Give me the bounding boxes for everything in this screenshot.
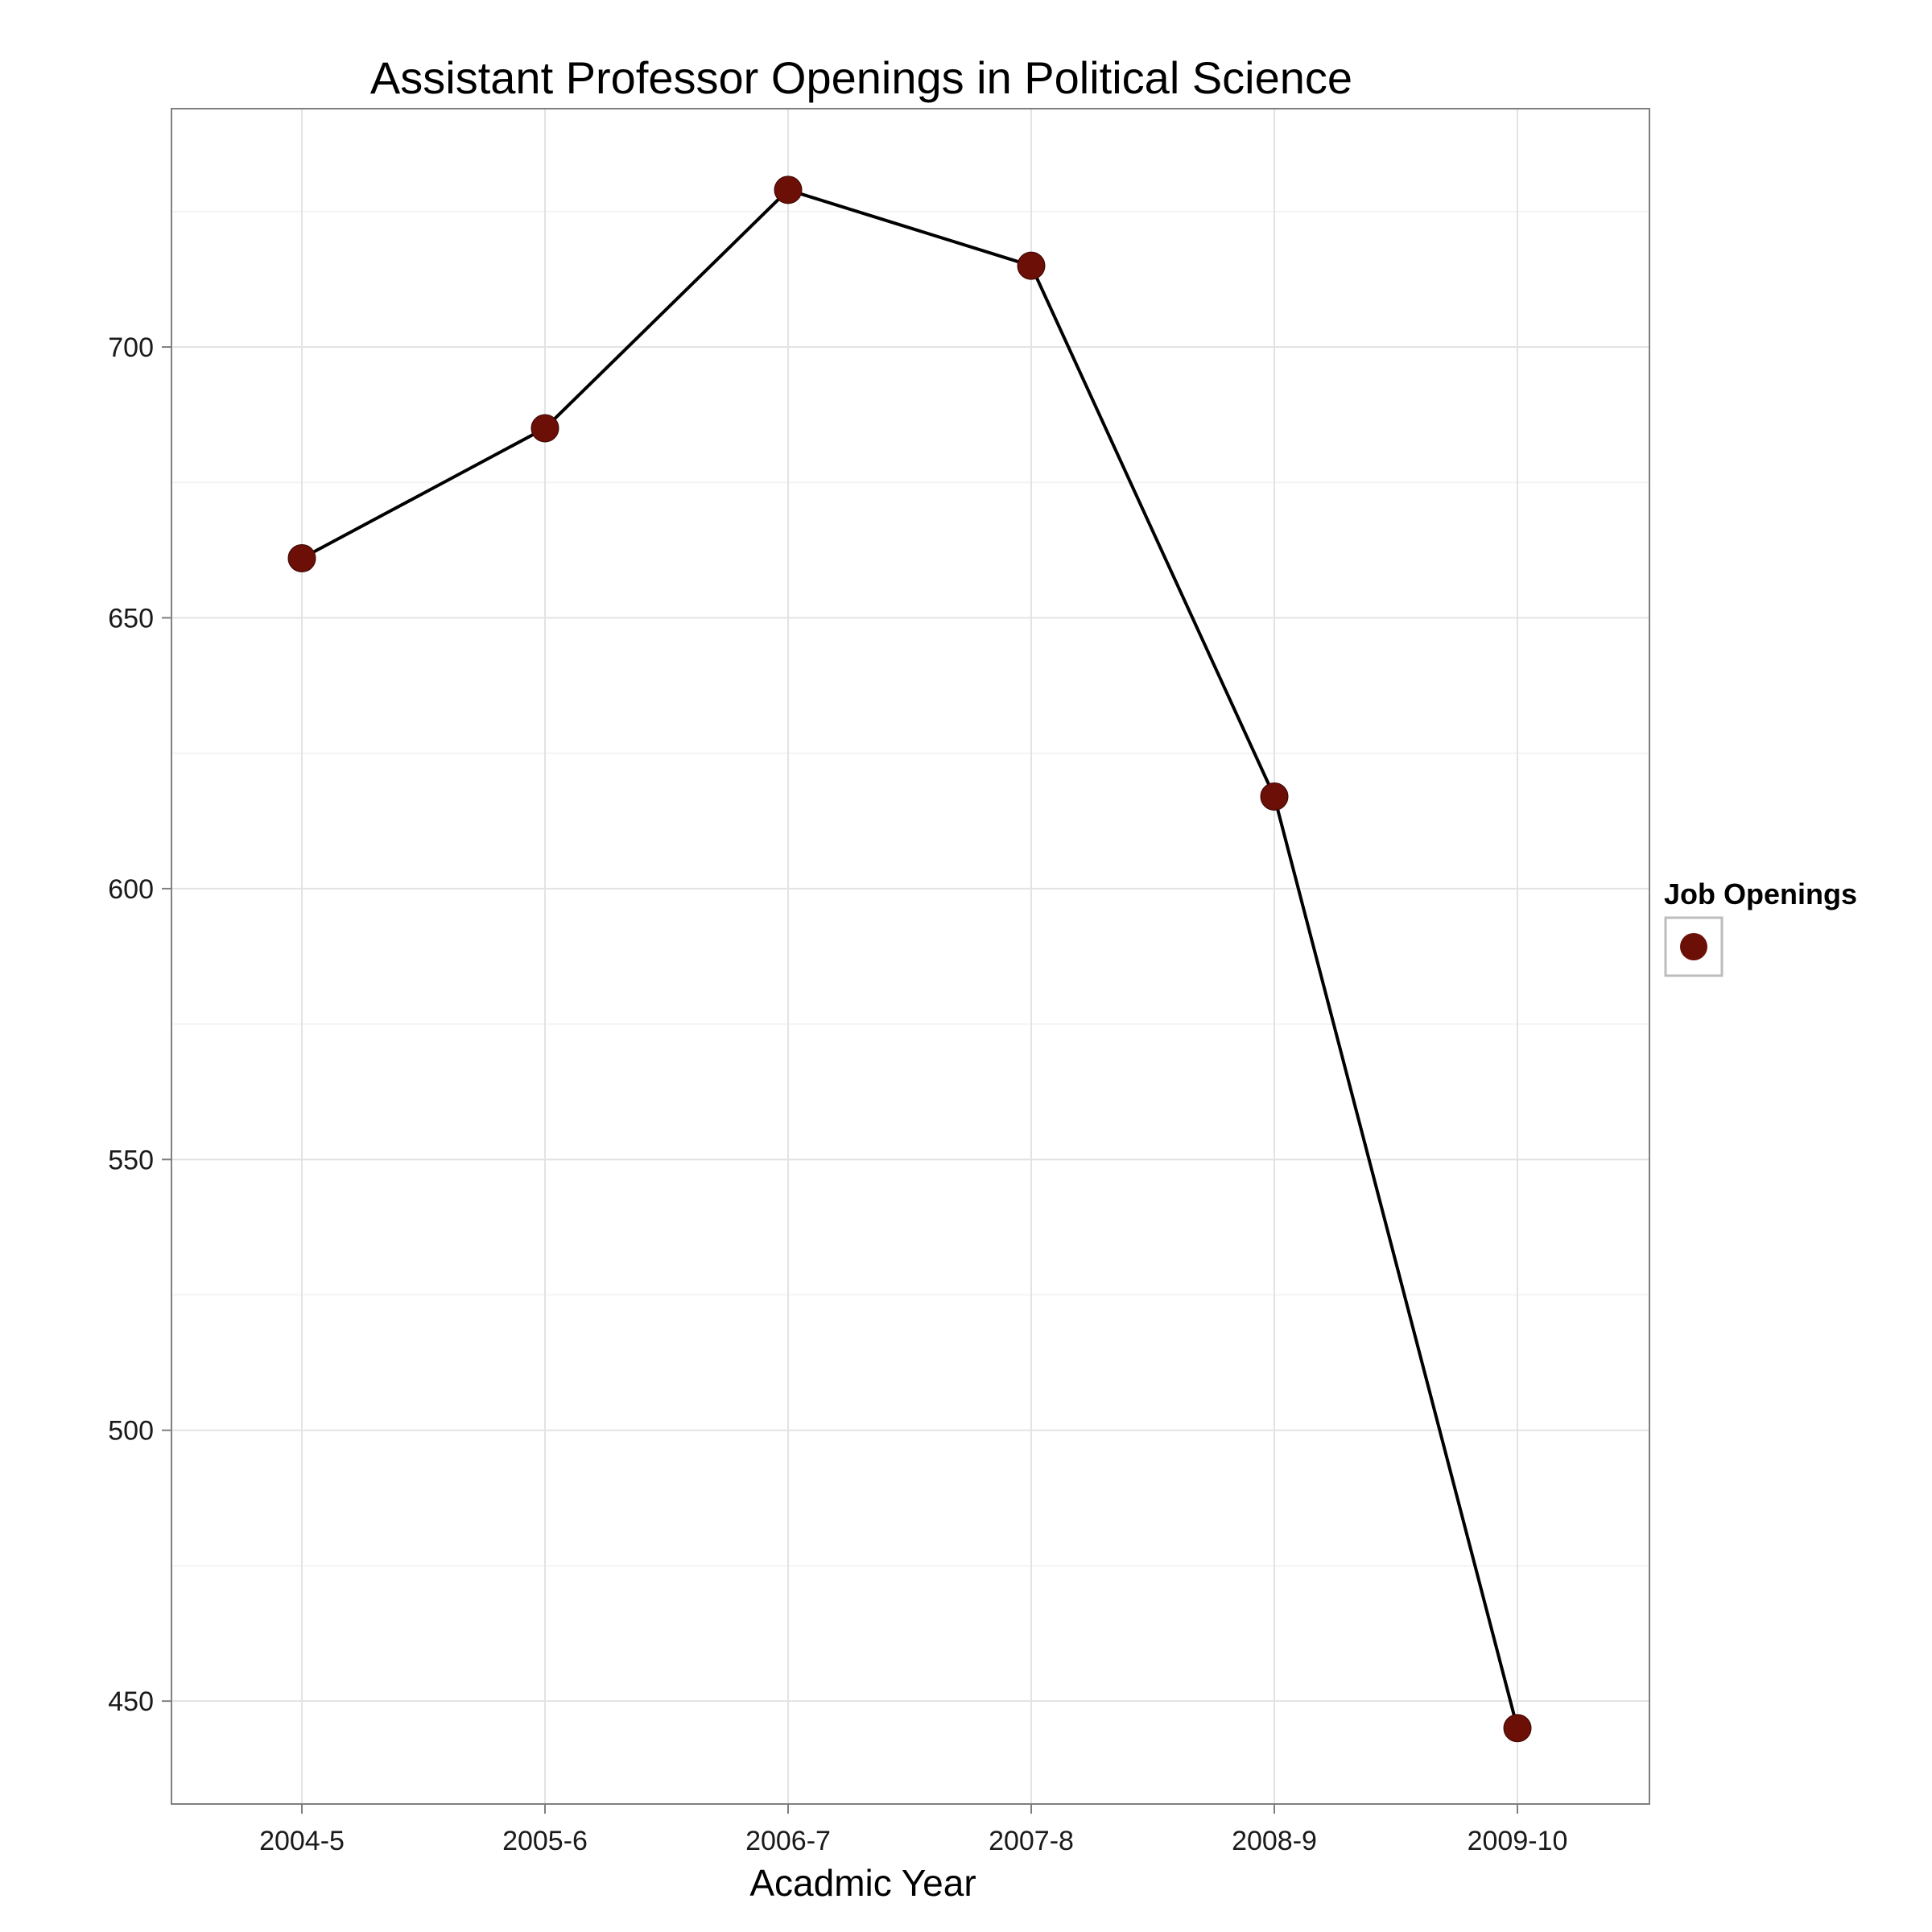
data-point xyxy=(287,543,316,572)
x-tick-label: 2006-7 xyxy=(745,1826,831,1856)
legend: Job Openings xyxy=(1664,877,1857,977)
legend-title: Job Openings xyxy=(1664,877,1857,910)
series-job-openings xyxy=(287,175,1532,1743)
y-tick-label: 550 xyxy=(108,1145,154,1175)
data-point xyxy=(1503,1714,1532,1743)
grid-lines xyxy=(171,109,1649,1804)
x-tick-label: 2004-5 xyxy=(259,1826,345,1856)
series-line xyxy=(301,188,1519,1729)
data-point xyxy=(774,175,803,204)
legend-marker xyxy=(1680,933,1707,960)
plot-panel xyxy=(171,109,1649,1804)
x-tick-label: 2008-9 xyxy=(1232,1826,1317,1856)
plot-panel-border xyxy=(171,108,1650,1805)
y-tick-label: 700 xyxy=(108,332,154,363)
data-point xyxy=(1017,251,1046,280)
y-axis: 450 500 550 600 650 700 xyxy=(108,332,171,1717)
y-tick-label: 650 xyxy=(108,603,154,634)
data-point xyxy=(530,414,559,443)
y-tick-label: 450 xyxy=(108,1686,154,1717)
x-tick-label: 2009-10 xyxy=(1468,1826,1568,1856)
y-tick-label: 500 xyxy=(108,1416,154,1447)
x-axis-title: Acadmic Year xyxy=(749,1862,976,1904)
x-tick-label: 2005-6 xyxy=(502,1826,588,1856)
y-tick-label: 600 xyxy=(108,874,154,905)
x-tick-label: 2007-8 xyxy=(989,1826,1074,1856)
data-point xyxy=(1260,782,1289,811)
x-axis: 2004-5 2005-6 2006-7 2007-8 2008-9 2009-10 xyxy=(259,1804,1567,1856)
chart-title: Assistant Professor Openings in Politica… xyxy=(370,52,1352,103)
